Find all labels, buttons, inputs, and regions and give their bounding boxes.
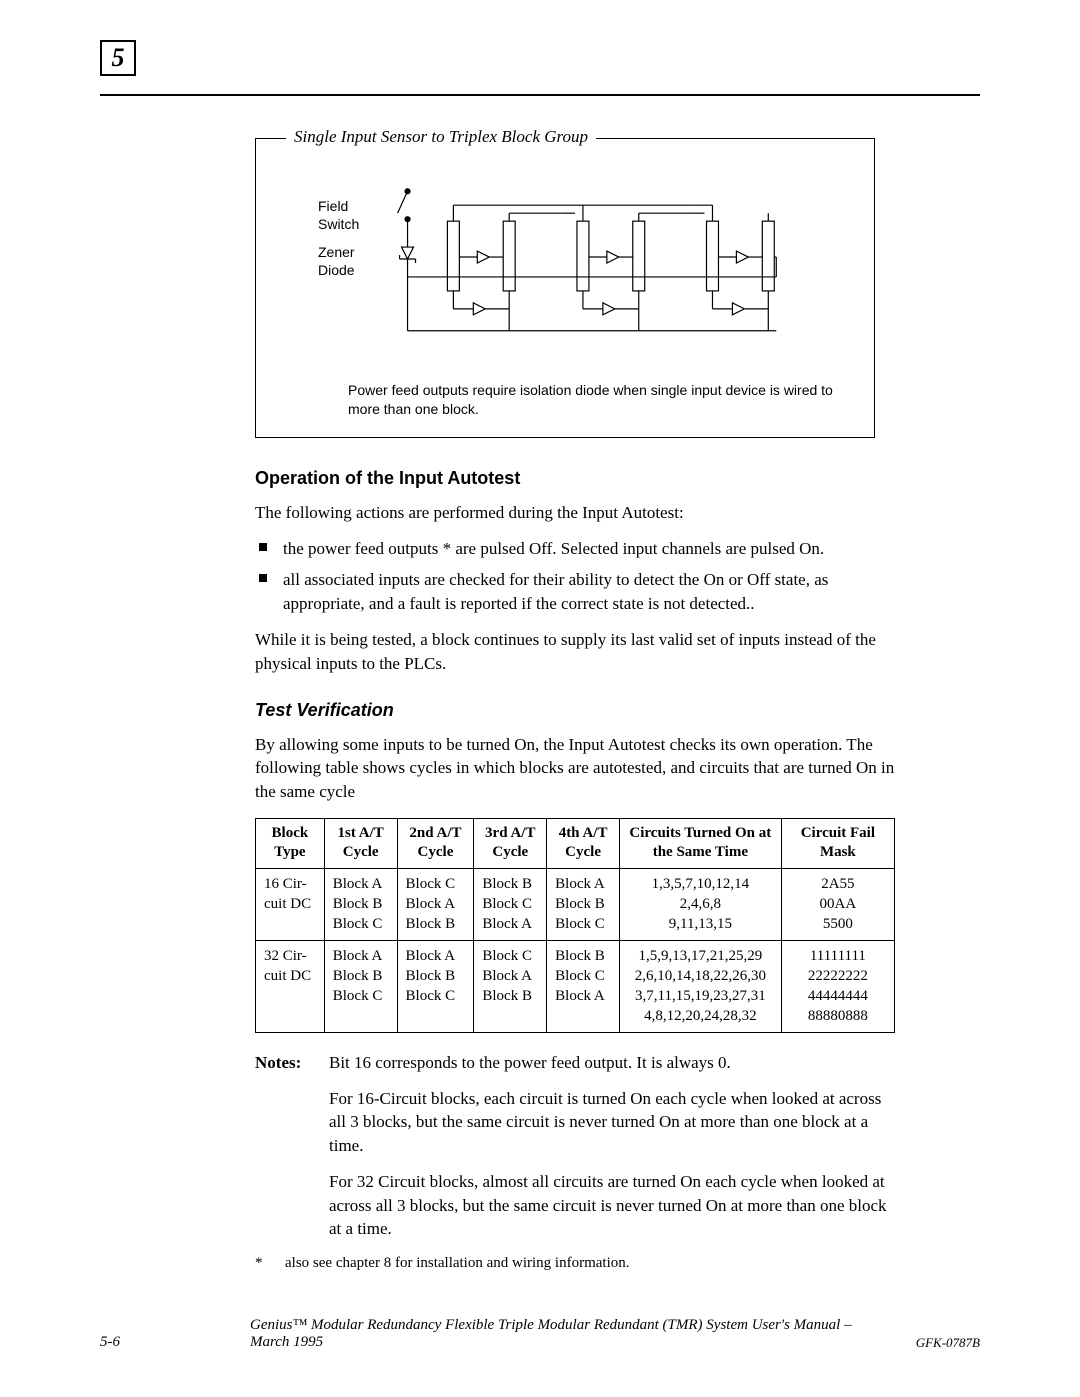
table-body: 16 Cir-cuit DCBlock ABlock BBlock CBlock… [256, 868, 895, 1032]
heading-operation: Operation of the Input Autotest [255, 468, 895, 489]
table-cell: Block ABlock BBlock C [324, 940, 397, 1032]
notes-label: Notes: [255, 1051, 329, 1075]
table-row: 32 Cir-cuit DCBlock ABlock BBlock CBlock… [256, 940, 895, 1032]
footnote-text: also see chapter 8 for installation and … [285, 1253, 895, 1274]
diagram-box: Single Input Sensor to Triplex Block Gro… [255, 138, 875, 438]
after-bullets-paragraph: While it is being tested, a block contin… [255, 628, 895, 676]
intro-paragraph-2: By allowing some inputs to be turned On,… [255, 733, 895, 804]
label-zener-diode: ZenerDiode [318, 243, 355, 279]
col-mask: Circuit Fail Mask [781, 818, 894, 868]
diagram-legend: Single Input Sensor to Triplex Block Gro… [286, 127, 596, 147]
diagram-svg [278, 161, 852, 371]
notes-item: For 32 Circuit blocks, almost all circui… [329, 1170, 895, 1241]
table-cell: 2A5500AA5500 [781, 868, 894, 940]
col-3rd: 3rd A/T Cycle [474, 818, 547, 868]
page-footer: 5-6 Genius™ Modular Redundancy Flexible … [100, 1317, 980, 1351]
notes-item: For 16-Circuit blocks, each circuit is t… [329, 1087, 895, 1158]
heading-verification: Test Verification [255, 700, 895, 721]
top-rule [100, 94, 980, 96]
diagram-caption: Power feed outputs require isolation dio… [278, 381, 852, 419]
table-cell: Block CBlock ABlock B [397, 868, 474, 940]
diagram-inner: FieldSwitch ZenerDiode [278, 161, 852, 371]
col-1st: 1st A/T Cycle [324, 818, 397, 868]
footnote-star: * [255, 1253, 285, 1274]
bullet-list: the power feed outputs * are pulsed Off.… [255, 537, 895, 616]
label-field-switch: FieldSwitch [318, 197, 359, 233]
table-cell: Block ABlock BBlock C [324, 868, 397, 940]
bullet-item: all associated inputs are checked for th… [255, 568, 895, 616]
col-block-type: Block Type [256, 818, 325, 868]
col-2nd: 2nd A/T Cycle [397, 818, 474, 868]
footnote-row: * also see chapter 8 for installation an… [255, 1253, 895, 1274]
notes-item: Bit 16 corresponds to the power feed out… [329, 1051, 895, 1075]
footer-page-number: 5-6 [100, 1334, 160, 1351]
table-cell: Block ABlock BBlock C [547, 868, 620, 940]
table-header-row: Block Type 1st A/T Cycle 2nd A/T Cycle 3… [256, 818, 895, 868]
col-circuits: Circuits Turned On at the Same Time [619, 818, 781, 868]
chapter-number-box: 5 [100, 40, 136, 76]
autotest-table: Block Type 1st A/T Cycle 2nd A/T Cycle 3… [255, 818, 895, 1033]
intro-paragraph-1: The following actions are performed duri… [255, 501, 895, 525]
table-cell: Block BBlock CBlock A [474, 868, 547, 940]
table-cell: 16 Cir-cuit DC [256, 868, 325, 940]
table-cell: 32 Cir-cuit DC [256, 940, 325, 1032]
footer-title: Genius™ Modular Redundancy Flexible Trip… [160, 1317, 880, 1351]
table-cell: 1,3,5,7,10,12,142,4,6,89,11,13,15 [619, 868, 781, 940]
table-cell: Block ABlock BBlock C [397, 940, 474, 1032]
table-cell: 11111111222222224444444488880888 [781, 940, 894, 1032]
chapter-number: 5 [112, 43, 125, 73]
footer-doc-id: GFK-0787B [880, 1335, 980, 1351]
bullet-item: the power feed outputs * are pulsed Off.… [255, 537, 895, 561]
col-4th: 4th A/T Cycle [547, 818, 620, 868]
table-row: 16 Cir-cuit DCBlock ABlock BBlock CBlock… [256, 868, 895, 940]
main-content: Single Input Sensor to Triplex Block Gro… [255, 130, 895, 1274]
table-cell: Block CBlock ABlock B [474, 940, 547, 1032]
notes-block: Notes: Bit 16 corresponds to the power f… [255, 1051, 895, 1275]
table-cell: 1,5,9,13,17,21,25,292,6,10,14,18,22,26,3… [619, 940, 781, 1032]
table-cell: Block BBlock CBlock A [547, 940, 620, 1032]
